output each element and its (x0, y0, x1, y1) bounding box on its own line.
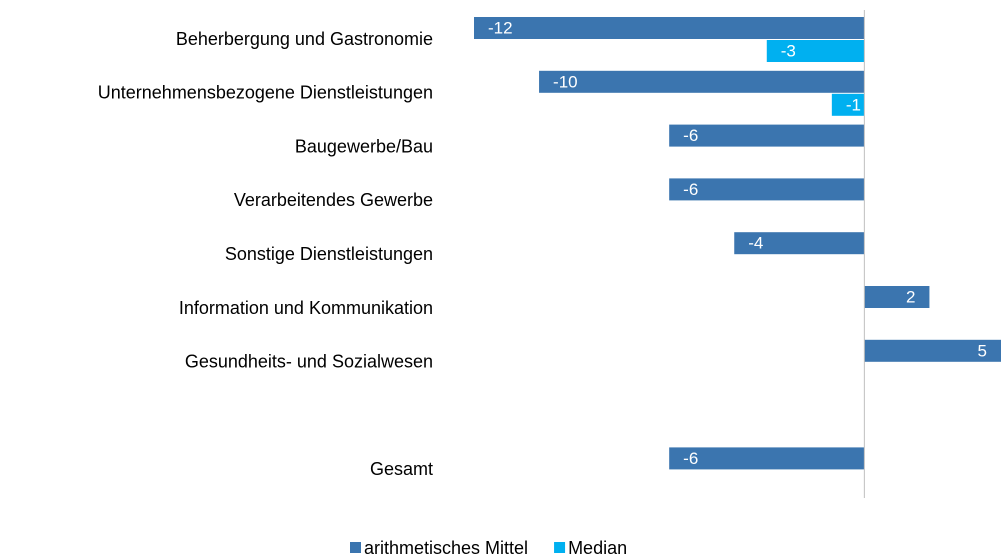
legend: arithmetisches Mittel Median (350, 538, 627, 558)
category-label: Unternehmensbezogene Dienstleistungen (98, 83, 433, 103)
data-label: -4 (748, 234, 763, 253)
bar (766, 40, 865, 62)
data-label: 5 (978, 341, 987, 360)
data-label: -6 (683, 126, 698, 145)
data-label: -10 (553, 72, 578, 91)
category-label: Information und Kommunikation (179, 298, 433, 318)
category-label: Beherbergung und Gastronomie (176, 29, 433, 49)
category-label: Gesamt (370, 459, 433, 479)
category-label: Sonstige Dienstleistungen (225, 244, 433, 264)
bar (669, 178, 865, 201)
category-label: Verarbeitendes Gewerbe (234, 190, 433, 210)
bar (734, 232, 865, 255)
bar (831, 93, 865, 116)
data-label: 2 (906, 287, 915, 306)
legend-swatch (554, 542, 566, 553)
bar (669, 447, 865, 470)
legend-swatch (350, 542, 361, 553)
data-label: -1 (846, 95, 861, 114)
data-label: -6 (683, 449, 698, 468)
bar (539, 70, 865, 93)
bar (864, 286, 930, 308)
legend-label: Median (568, 538, 627, 558)
bar (669, 124, 865, 147)
data-label: -3 (781, 41, 796, 60)
legend-label: arithmetisches Mittel (364, 538, 528, 558)
category-label: Gesundheits- und Sozialwesen (185, 352, 433, 372)
bar (474, 17, 865, 39)
data-label: -6 (683, 180, 698, 199)
category-label: Baugewerbe/Bau (295, 136, 433, 156)
data-label: -12 (488, 18, 513, 37)
bar (864, 339, 1001, 362)
